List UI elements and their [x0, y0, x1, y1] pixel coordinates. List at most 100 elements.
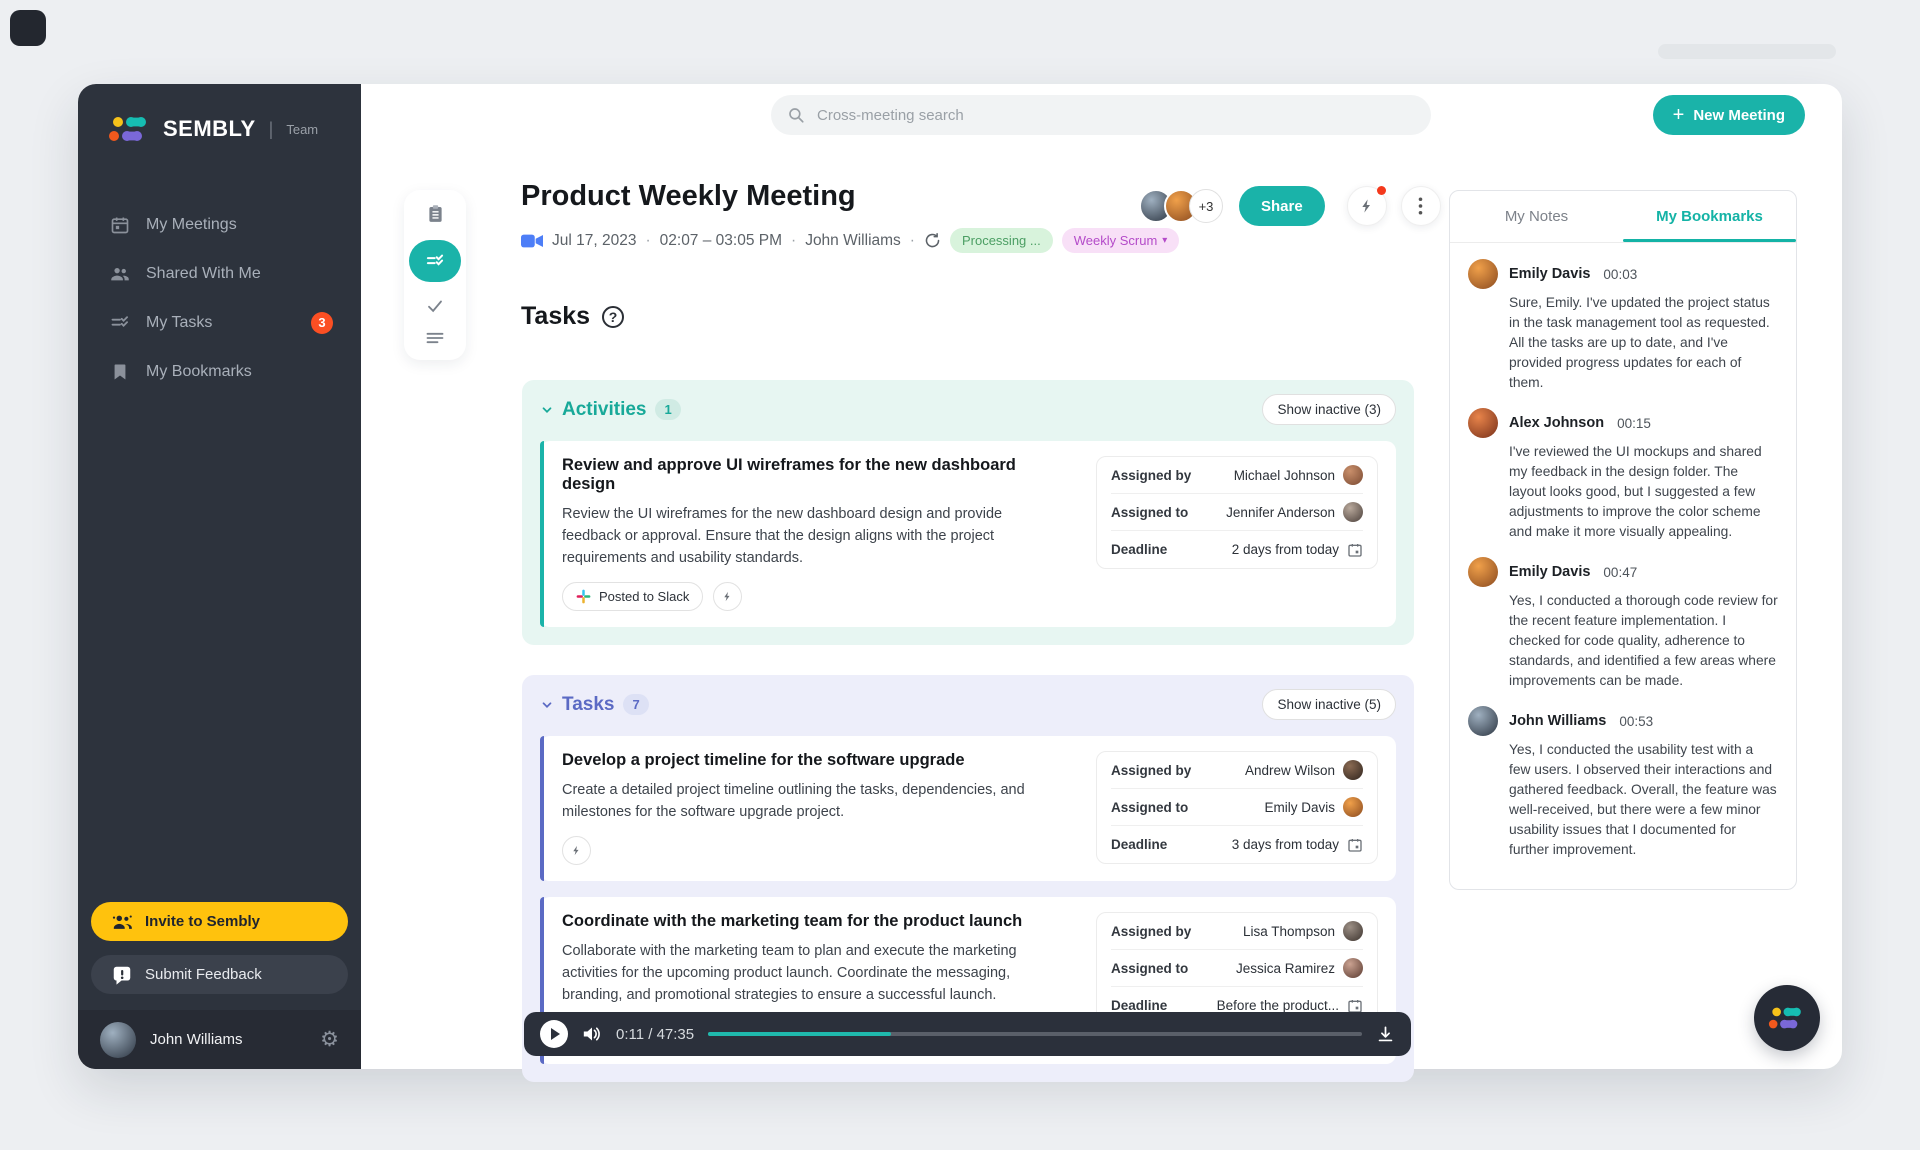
card-title: Review and approve UI wireframes for the…	[562, 456, 1016, 493]
activity-card: Review and approve UI wireframes for the…	[540, 441, 1396, 628]
slack-icon	[576, 589, 591, 604]
assignment-panel: Assigned by Michael Johnson Assigned to …	[1096, 456, 1378, 569]
automation-chip[interactable]	[562, 836, 591, 866]
note-author: Alex Johnson	[1509, 415, 1605, 431]
card-description: Collaborate with the marketing team to p…	[562, 943, 1017, 1004]
my-tasks-badge: 3	[311, 311, 333, 334]
meta-value: Andrew Wilson	[1244, 762, 1335, 778]
help-icon[interactable]: ?	[602, 305, 625, 328]
extra-participants-count[interactable]: +3	[1189, 189, 1223, 223]
note-timestamp[interactable]: 00:47	[1603, 564, 1638, 580]
check-icon[interactable]	[425, 297, 445, 315]
tasks-view-active-button[interactable]	[409, 240, 461, 282]
assignment-panel: Assigned by Andrew Wilson Assigned to Em…	[1096, 751, 1378, 865]
task-card: Develop a project timeline for the softw…	[540, 736, 1396, 882]
card-content: Review and approve UI wireframes for the…	[556, 456, 1061, 612]
refresh-icon[interactable]	[924, 232, 941, 249]
meta-value: Lisa Thompson	[1242, 923, 1335, 939]
search-input[interactable]	[817, 106, 1415, 124]
chevron-down-icon	[542, 406, 552, 413]
tab-my-notes[interactable]: My Notes	[1504, 208, 1569, 225]
gear-icon[interactable]: ⚙	[320, 1028, 339, 1051]
assignment-row: Assigned to Jennifer Anderson	[1111, 494, 1363, 531]
brand-name: SEMBLY	[163, 116, 256, 141]
sembly-floating-button[interactable]	[1754, 985, 1820, 1051]
volume-icon[interactable]	[582, 1025, 602, 1043]
avatar	[1343, 797, 1363, 818]
calendar-icon	[1348, 543, 1362, 557]
status-tag: Processing ...	[949, 228, 1053, 253]
note-item[interactable]: John Williams 00:53 Yes, I conducted the…	[1468, 706, 1778, 860]
clipboard-icon[interactable]	[425, 203, 446, 225]
meta-label: Assigned to	[1111, 960, 1189, 976]
show-inactive-button[interactable]: Show inactive (3)	[1262, 394, 1396, 425]
meta-value: Before the product...	[1216, 998, 1339, 1014]
progress-bar[interactable]	[708, 1032, 1362, 1036]
meta-label: Assigned by	[1111, 762, 1192, 778]
note-item[interactable]: Emily Davis 00:47 Yes, I conducted a tho…	[1468, 557, 1778, 691]
meeting-side-toolbar	[404, 190, 466, 360]
notification-dot	[1376, 186, 1386, 195]
automations-button[interactable]	[1346, 186, 1387, 226]
card-title: Coordinate with the marketing team for t…	[562, 912, 1023, 931]
plus-icon: +	[1672, 104, 1685, 126]
posted-to-slack-chip[interactable]: Posted to Slack	[562, 582, 704, 612]
avatar	[1468, 259, 1498, 289]
meta-label: Deadline	[1111, 837, 1168, 853]
sidebar-item-my-bookmarks[interactable]: My Bookmarks	[78, 347, 361, 396]
meta-value: 3 days from today	[1231, 837, 1339, 853]
note-timestamp[interactable]: 00:15	[1617, 415, 1651, 431]
search-icon	[787, 106, 805, 124]
lightning-icon	[724, 592, 730, 602]
assignment-row: Deadline 3 days from today	[1111, 826, 1363, 863]
brand-logo: SEMBLY | Team	[78, 84, 361, 144]
note-timestamp[interactable]: 00:03	[1603, 266, 1638, 282]
tasks-count: 7	[623, 694, 649, 716]
invite-to-sembly-button[interactable]: Invite to Sembly	[91, 902, 348, 941]
activities-header: Activities 1 Show inactive (3)	[540, 394, 1396, 425]
download-icon[interactable]	[1376, 1025, 1395, 1044]
separator-dot: ·	[909, 231, 915, 249]
app-window: SEMBLY | Team My Meetings Shared With Me	[78, 84, 1842, 1083]
sidebar-item-shared-with-me[interactable]: Shared With Me	[78, 249, 361, 298]
automation-chip[interactable]	[713, 582, 743, 612]
background-window-corner	[10, 10, 46, 46]
submit-feedback-button[interactable]: Submit Feedback	[91, 955, 348, 994]
assignment-row: Assigned to Emily Davis	[1111, 789, 1363, 827]
notes-lines-icon[interactable]	[425, 330, 445, 346]
sidebar-item-my-meetings[interactable]: My Meetings	[78, 200, 361, 249]
note-item[interactable]: Alex Johnson 00:15 I've reviewed the UI …	[1468, 408, 1778, 542]
tasks-heading-label: Tasks	[521, 302, 591, 330]
card-chips	[562, 836, 1061, 866]
note-author: Emily Davis	[1509, 266, 1591, 282]
card-content: Coordinate with the marketing team for t…	[556, 912, 1061, 1049]
more-options-button[interactable]	[1400, 186, 1441, 226]
avatar	[1343, 958, 1363, 979]
avatar	[1343, 502, 1363, 522]
new-meeting-button[interactable]: + New Meeting	[1652, 95, 1805, 135]
player-progress-fill	[708, 1032, 892, 1036]
sidebar-item-label: My Bookmarks	[146, 362, 252, 380]
sidebar-item-my-tasks[interactable]: My Tasks 3	[78, 298, 361, 347]
play-button[interactable]	[540, 1020, 568, 1048]
category-tag[interactable]: Weekly Scrum ▾	[1061, 228, 1180, 253]
note-timestamp[interactable]: 00:53	[1619, 713, 1654, 729]
note-item[interactable]: Emily Davis 00:03 Sure, Emily. I've upda…	[1468, 259, 1778, 393]
panel-tabs: My Notes My Bookmarks	[1450, 191, 1796, 243]
tasks-toggle[interactable]: Tasks	[540, 694, 614, 716]
section-label: Tasks	[562, 693, 615, 715]
invite-button-label: Invite to Sembly	[145, 913, 261, 930]
sidebar-user-footer: John Williams ⚙	[78, 1010, 361, 1069]
meta-label: Assigned to	[1111, 504, 1189, 520]
share-button[interactable]: Share	[1239, 186, 1325, 226]
activities-toggle[interactable]: Activities	[540, 399, 646, 421]
caret-down-icon: ▾	[1162, 235, 1168, 246]
lightning-icon	[1362, 199, 1370, 213]
separator-dot: ·	[791, 231, 797, 249]
notes-list: Emily Davis 00:03 Sure, Emily. I've upda…	[1450, 243, 1796, 889]
media-player-bar: 0:11 / 47:35	[524, 1012, 1411, 1056]
show-inactive-button[interactable]: Show inactive (5)	[1262, 689, 1396, 721]
note-author: Emily Davis	[1509, 564, 1591, 580]
tab-my-bookmarks[interactable]: My Bookmarks	[1623, 191, 1796, 242]
meta-value: Emily Davis	[1264, 799, 1335, 815]
